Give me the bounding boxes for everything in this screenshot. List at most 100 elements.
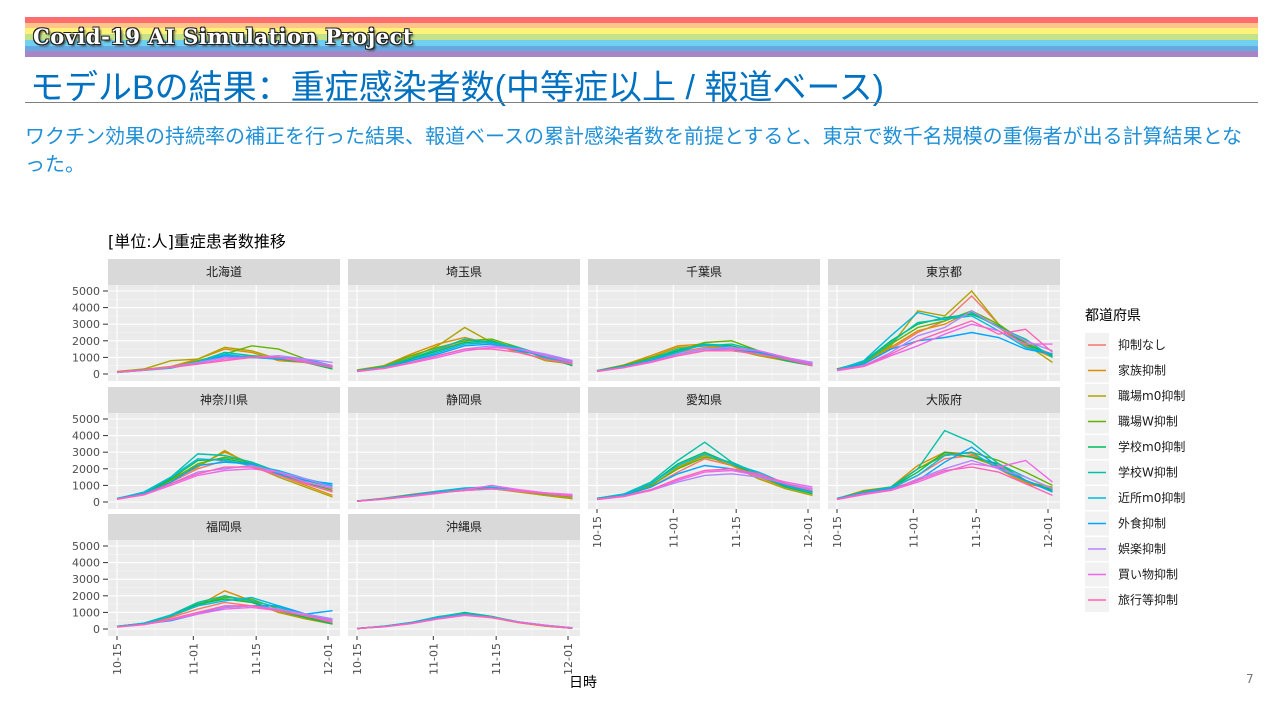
- legend-item: 買い物抑制: [1085, 562, 1178, 587]
- facet-panel: 愛知県 10-15 11-01 11-15 12-01: [588, 387, 820, 548]
- facet-strip: [588, 387, 820, 413]
- rainbow-stripe: [25, 34, 1258, 40]
- x-tick-label: 11-01: [667, 516, 680, 548]
- facet-label: 千葉県: [686, 265, 722, 279]
- legend-item: 学校W抑制: [1085, 460, 1178, 485]
- series-line-旅行等抑制: [116, 466, 333, 500]
- facet-strip: [348, 514, 580, 540]
- legend-label: 買い物抑制: [1118, 567, 1178, 582]
- rainbow-banner: [25, 17, 1258, 58]
- y-tick-label: 5000: [72, 540, 100, 553]
- facet-label: 大阪府: [926, 392, 962, 407]
- rainbow-stripe: [25, 39, 1258, 46]
- series-line-旅行等抑制: [116, 605, 333, 628]
- facet-panel: 東京都: [828, 259, 1060, 381]
- facet-strip: [108, 387, 340, 413]
- legend-label: 抑制なし: [1118, 337, 1166, 352]
- facet-label: 愛知県: [686, 393, 722, 407]
- x-tick-label: 12-01: [1042, 516, 1055, 548]
- facet-panel: 静岡県: [348, 387, 580, 509]
- x-tick-label: 11-01: [427, 643, 440, 675]
- legend-item: 外食抑制: [1085, 511, 1166, 536]
- x-tick-label: 12-01: [802, 516, 815, 548]
- legend-label: 外食抑制: [1118, 516, 1166, 531]
- page-number: 7: [1246, 672, 1254, 686]
- facet-strip: [828, 259, 1060, 285]
- y-tick-label: 1000: [72, 606, 100, 619]
- series-line-買い物抑制: [836, 323, 1053, 372]
- x-tick-label: 10-15: [351, 643, 364, 675]
- legend-item: 家族抑制: [1085, 358, 1166, 383]
- x-tick-label: 11-01: [187, 643, 200, 675]
- facet-strip: [108, 514, 340, 540]
- legend-label: 職場m0抑制: [1118, 388, 1185, 403]
- series-line-旅行等抑制: [596, 468, 813, 500]
- legend-item: 娯楽抑制: [1085, 537, 1166, 561]
- title-divider: [25, 102, 1258, 103]
- x-tick-label: 10-15: [591, 516, 604, 548]
- y-tick-label: 2000: [72, 335, 100, 348]
- facet-strip: [828, 387, 1060, 413]
- rainbow-stripe: [25, 51, 1258, 58]
- rainbow-stripe: [25, 17, 1258, 23]
- facet-label: 北海道: [206, 264, 242, 279]
- y-tick-label: 0: [93, 623, 100, 636]
- facet-label: 沖縄県: [446, 519, 482, 534]
- chart-title: [単位:人]重症患者数推移: [108, 232, 286, 251]
- legend-label: 学校W抑制: [1118, 465, 1178, 480]
- facet-panel: 沖縄県 10-15 11-01 11-15 12-01: [348, 514, 580, 675]
- project-logo-text: Covid-19 AI Simulation Project: [33, 24, 414, 49]
- facet-panel: 埼玉県: [348, 259, 580, 381]
- y-tick-label: 2000: [72, 463, 100, 476]
- legend-item: 抑制なし: [1085, 333, 1166, 357]
- series-line-買い物抑制: [836, 459, 1053, 501]
- series-line-旅行等抑制: [356, 614, 573, 630]
- x-tick-label: 11-15: [970, 516, 983, 548]
- facet-label: 神奈川県: [200, 393, 248, 407]
- legend-title: 都道府県: [1085, 308, 1141, 324]
- legend-label: 近所m0抑制: [1118, 490, 1185, 505]
- y-tick-label: 2000: [72, 590, 100, 603]
- y-tick-label: 4000: [72, 557, 100, 570]
- x-tick-label: 11-15: [250, 643, 263, 675]
- facet-label: 静岡県: [446, 393, 482, 407]
- y-tick-label: 5000: [72, 413, 100, 426]
- facet-panel: 大阪府 10-15 11-01 11-15 12-01: [828, 387, 1060, 548]
- slide-body-text: ワクチン効果の持続率の補正を行った結果、報道ベースの累計感染者数を前提とすると、…: [25, 124, 1242, 176]
- series-line-旅行等抑制: [356, 348, 573, 372]
- facet-strip: [108, 259, 340, 285]
- legend-label: 家族抑制: [1118, 363, 1166, 378]
- series-line-買い物抑制: [116, 468, 333, 500]
- legend-label: 旅行等抑制: [1118, 592, 1178, 607]
- rainbow-stripe: [25, 28, 1258, 35]
- legend-item: 旅行等抑制: [1085, 588, 1178, 612]
- panel-background: [108, 285, 340, 381]
- y-tick-label: 0: [93, 368, 100, 381]
- facet-label: 東京都: [926, 265, 962, 279]
- x-tick-label: 10-15: [111, 643, 124, 675]
- y-tick-label: 5000: [72, 285, 100, 298]
- legend-label: 職場W抑制: [1118, 414, 1178, 429]
- y-tick-label: 4000: [72, 302, 100, 315]
- legend-item: 近所m0抑制: [1085, 486, 1185, 510]
- x-tick-label: 11-15: [730, 516, 743, 548]
- panel-background: [348, 540, 580, 636]
- facet-label: 埼玉県: [446, 265, 482, 279]
- legend: 都道府県抑制なし家族抑制職場m0抑制職場W抑制学校m0抑制学校W抑制近所m0抑制…: [1085, 308, 1185, 612]
- series-line-旅行等抑制: [836, 466, 1053, 500]
- y-tick-label: 3000: [72, 446, 100, 459]
- rainbow-stripe: [25, 45, 1258, 52]
- facet-panel: 北海道 0 1000 2000 3000 4000 5000: [72, 259, 340, 381]
- legend-item: 職場m0抑制: [1085, 384, 1185, 408]
- y-tick-label: 3000: [72, 318, 100, 331]
- panel-background: [108, 540, 340, 636]
- series-line-旅行等抑制: [356, 487, 573, 502]
- x-tick-label: 12-01: [322, 643, 335, 675]
- x-tick-label: 11-01: [907, 516, 920, 548]
- y-tick-label: 4000: [72, 430, 100, 443]
- x-tick-label: 11-15: [490, 643, 503, 675]
- series-line-学校m0抑制: [836, 313, 1053, 370]
- legend-label: 学校m0抑制: [1118, 439, 1185, 454]
- y-tick-label: 1000: [72, 479, 100, 492]
